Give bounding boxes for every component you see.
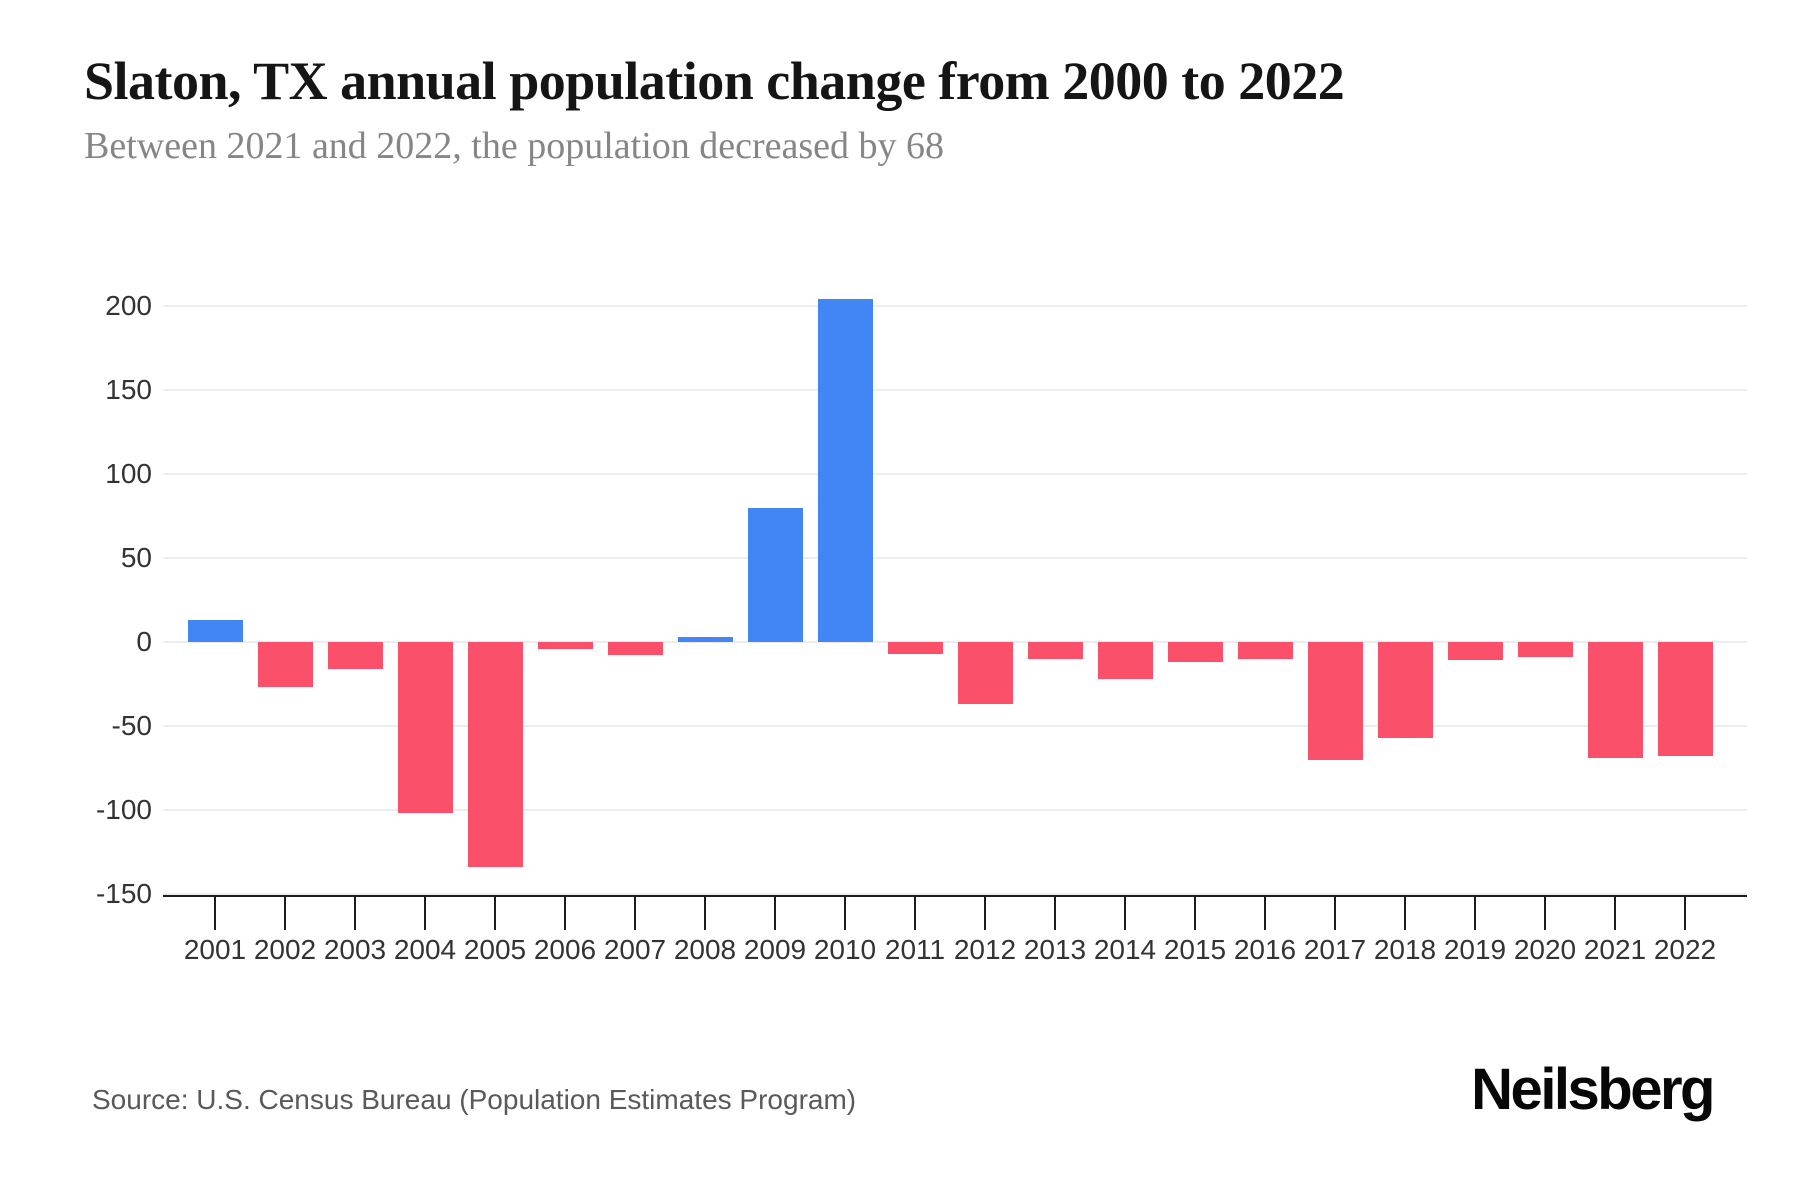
y-tick-label--100: -100 — [95, 794, 152, 825]
bar-2010[interactable] — [817, 299, 873, 642]
bar-2020[interactable] — [1517, 642, 1573, 658]
bar-2017[interactable] — [1307, 642, 1363, 760]
gridline-100 — [163, 473, 1747, 475]
x-tick-label-2011: 2011 — [884, 934, 946, 965]
bar-2004[interactable] — [397, 642, 453, 814]
x-tick-label-2010: 2010 — [813, 934, 877, 965]
x-tick-2019 — [1474, 896, 1476, 930]
x-tick-label-2017: 2017 — [1303, 934, 1367, 965]
x-tick-label-2019: 2019 — [1443, 934, 1507, 965]
bar-2013[interactable] — [1027, 642, 1083, 659]
bar-2001[interactable] — [187, 620, 243, 642]
x-tick-2005 — [494, 896, 496, 930]
brand-logo: Neilsberg — [1471, 1057, 1715, 1122]
bar-2008[interactable] — [677, 636, 733, 642]
gridline--50 — [163, 725, 1747, 727]
x-tick-label-2007: 2007 — [603, 934, 667, 965]
x-tick-2001 — [214, 896, 216, 930]
y-tick-label-50: 50 — [120, 542, 152, 573]
bar-2009[interactable] — [747, 507, 803, 642]
x-tick-2018 — [1404, 896, 1406, 930]
y-tick-label--150: -150 — [95, 878, 152, 909]
x-tick-2002 — [284, 896, 286, 930]
x-tick-2017 — [1334, 896, 1336, 930]
y-tick-label-0: 0 — [136, 626, 152, 657]
x-tick-label-2014: 2014 — [1093, 934, 1157, 965]
x-tick-label-2004: 2004 — [393, 934, 457, 965]
x-tick-2015 — [1194, 896, 1196, 930]
x-tick-label-2020: 2020 — [1513, 934, 1577, 965]
x-tick-label-2005: 2005 — [463, 934, 527, 965]
x-tick-2021 — [1614, 896, 1616, 930]
bar-2018[interactable] — [1377, 642, 1433, 738]
bar-2019[interactable] — [1447, 642, 1503, 661]
gridline-200 — [163, 305, 1747, 307]
bar-2011[interactable] — [887, 642, 943, 654]
bar-2021[interactable] — [1587, 642, 1643, 758]
y-tick-label-200: 200 — [105, 290, 152, 321]
gridline--100 — [163, 809, 1747, 811]
x-tick-2009 — [774, 896, 776, 930]
x-tick-label-2016: 2016 — [1233, 934, 1297, 965]
x-tick-label-2003: 2003 — [323, 934, 387, 965]
gridline-0 — [163, 641, 1747, 643]
x-tick-label-2021: 2021 — [1583, 934, 1647, 965]
bar-2015[interactable] — [1167, 642, 1223, 663]
x-tick-label-2015: 2015 — [1163, 934, 1227, 965]
gridline--150 — [163, 893, 1747, 895]
x-tick-label-2012: 2012 — [953, 934, 1017, 965]
bar-2002[interactable] — [257, 642, 313, 688]
bar-2005[interactable] — [467, 642, 523, 868]
y-tick-label--50: -50 — [111, 710, 152, 741]
x-tick-2012 — [984, 896, 986, 930]
x-tick-2004 — [424, 896, 426, 930]
x-tick-2006 — [564, 896, 566, 930]
x-tick-2003 — [354, 896, 356, 930]
bar-2003[interactable] — [327, 642, 383, 669]
source-note: Source: U.S. Census Bureau (Population E… — [92, 1084, 857, 1115]
chart-subtitle: Between 2021 and 2022, the population de… — [84, 125, 945, 167]
x-tick-2020 — [1544, 896, 1546, 930]
x-tick-2022 — [1684, 896, 1686, 930]
x-tick-2014 — [1124, 896, 1126, 930]
x-tick-2016 — [1264, 896, 1266, 930]
x-tick-2007 — [634, 896, 636, 930]
bar-2006[interactable] — [537, 642, 593, 649]
x-tick-label-2022: 2022 — [1653, 934, 1717, 965]
x-tick-label-2006: 2006 — [533, 934, 597, 965]
x-tick-label-2002: 2002 — [253, 934, 317, 965]
bar-2014[interactable] — [1097, 642, 1153, 679]
bar-2016[interactable] — [1237, 642, 1293, 659]
x-tick-2010 — [844, 896, 846, 930]
x-axis-line — [163, 895, 1747, 897]
x-tick-2011 — [914, 896, 916, 930]
gridline-150 — [163, 389, 1747, 391]
x-tick-2013 — [1054, 896, 1056, 930]
x-tick-2008 — [704, 896, 706, 930]
chart-title: Slaton, TX annual population change from… — [84, 51, 1345, 111]
y-tick-label-150: 150 — [105, 374, 152, 405]
bar-2022[interactable] — [1657, 642, 1713, 757]
bar-2007[interactable] — [607, 642, 663, 656]
gridline-50 — [163, 557, 1747, 559]
x-tick-label-2018: 2018 — [1373, 934, 1437, 965]
x-tick-label-2008: 2008 — [673, 934, 737, 965]
bar-2012[interactable] — [957, 642, 1013, 705]
y-tick-label-100: 100 — [105, 458, 152, 489]
x-tick-label-2001: 2001 — [183, 934, 247, 965]
x-tick-label-2013: 2013 — [1023, 934, 1087, 965]
x-tick-label-2009: 2009 — [743, 934, 807, 965]
